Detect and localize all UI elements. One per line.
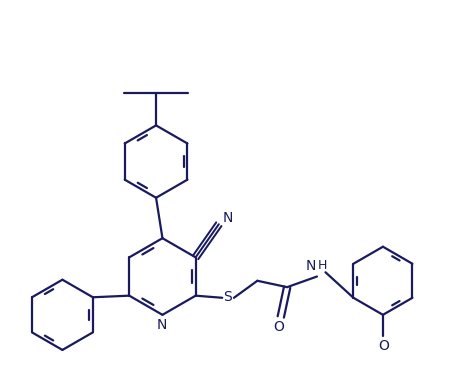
Text: O: O [379, 339, 389, 353]
Text: N: N [306, 259, 316, 273]
Text: H: H [318, 259, 327, 272]
Text: S: S [223, 290, 232, 304]
Text: N: N [222, 211, 233, 225]
Text: O: O [273, 320, 284, 334]
Text: N: N [156, 319, 167, 332]
